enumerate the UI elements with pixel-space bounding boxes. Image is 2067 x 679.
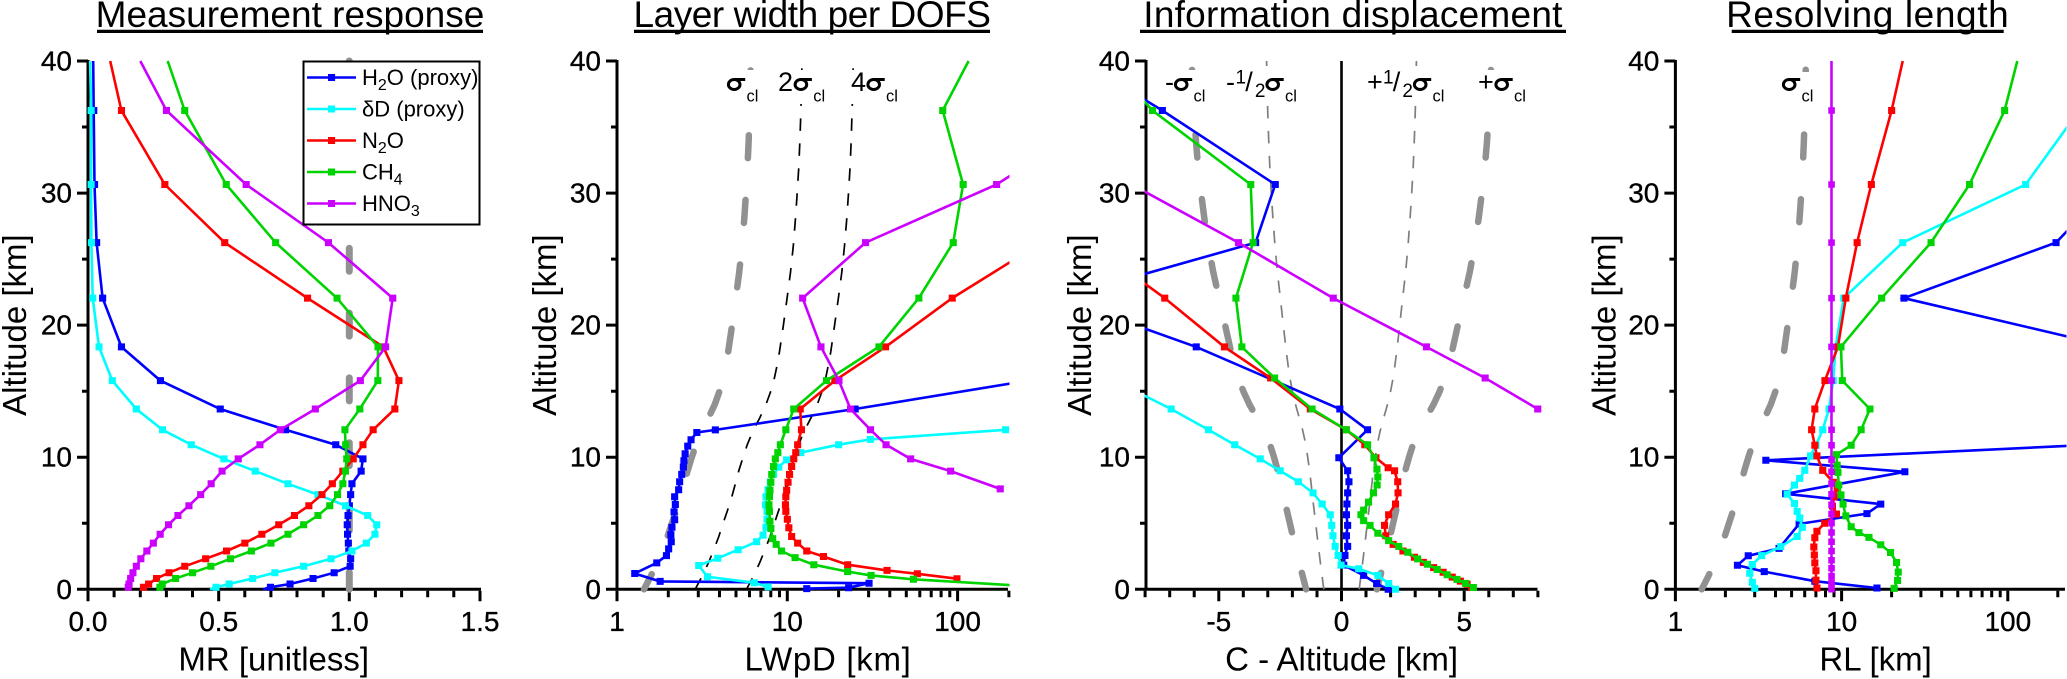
- svg-text:20: 20: [41, 310, 72, 341]
- svg-text:10: 10: [1826, 606, 1857, 637]
- svg-text:N2O: N2O: [362, 128, 404, 157]
- svg-text:Altitude [km]: Altitude [km]: [1586, 234, 1623, 416]
- svg-text:0.5: 0.5: [199, 606, 238, 637]
- svg-text:4: 4: [851, 67, 866, 97]
- svg-text:100: 100: [1984, 606, 2031, 637]
- svg-text:cl: cl: [1285, 88, 1297, 106]
- svg-text:cl: cl: [1514, 88, 1526, 106]
- svg-text:Layer width per DOFS: Layer width per DOFS: [633, 0, 990, 35]
- svg-text:cl: cl: [813, 88, 825, 106]
- svg-text:10: 10: [570, 442, 601, 473]
- svg-text:cl: cl: [1194, 88, 1206, 106]
- svg-text:40: 40: [1099, 46, 1130, 77]
- svg-text:1.0: 1.0: [330, 606, 369, 637]
- svg-text:1: 1: [1668, 606, 1684, 637]
- svg-text:2: 2: [1402, 81, 1413, 102]
- svg-text:20: 20: [1628, 310, 1659, 341]
- svg-text:40: 40: [570, 46, 601, 77]
- svg-text:1: 1: [609, 606, 625, 637]
- svg-text:30: 30: [41, 178, 72, 209]
- svg-text:cl: cl: [1433, 88, 1445, 106]
- svg-text:0: 0: [585, 574, 601, 605]
- svg-text:0: 0: [1644, 574, 1660, 605]
- svg-text:20: 20: [1099, 310, 1130, 341]
- svg-text:-: -: [1226, 67, 1235, 97]
- svg-text:10: 10: [1099, 442, 1130, 473]
- svg-text:0.0: 0.0: [69, 606, 108, 637]
- svg-text:1: 1: [1383, 68, 1394, 89]
- svg-text:20: 20: [570, 310, 601, 341]
- svg-text:2: 2: [778, 67, 793, 97]
- svg-text:Altitude [km]: Altitude [km]: [526, 234, 563, 416]
- svg-text:Information displacement: Information displacement: [1143, 0, 1563, 35]
- svg-text:1: 1: [1236, 68, 1247, 89]
- svg-text:40: 40: [41, 46, 72, 77]
- svg-text:cl: cl: [747, 88, 759, 106]
- svg-text:HNO3: HNO3: [362, 191, 420, 220]
- svg-text:+: +: [1478, 67, 1494, 97]
- svg-text:0: 0: [1334, 606, 1350, 637]
- svg-text:C - Altitude [km]: C - Altitude [km]: [1225, 641, 1458, 678]
- svg-text:+: +: [1367, 67, 1383, 97]
- svg-text:10: 10: [41, 442, 72, 473]
- svg-text:30: 30: [1099, 178, 1130, 209]
- svg-text:/: /: [1245, 67, 1253, 97]
- svg-text:δD (proxy): δD (proxy): [362, 97, 465, 122]
- svg-text:30: 30: [570, 178, 601, 209]
- svg-text:100: 100: [934, 606, 981, 637]
- svg-text:2: 2: [1255, 81, 1266, 102]
- svg-text:cl: cl: [886, 88, 898, 106]
- svg-text:Altitude [km]: Altitude [km]: [0, 234, 33, 416]
- svg-text:5: 5: [1456, 606, 1472, 637]
- svg-text:1.5: 1.5: [461, 606, 500, 637]
- svg-text:40: 40: [1628, 46, 1659, 77]
- svg-text:/: /: [1393, 67, 1401, 97]
- svg-text:10: 10: [772, 606, 803, 637]
- svg-text:RL [km]: RL [km]: [1819, 641, 1931, 678]
- svg-text:0: 0: [1114, 574, 1130, 605]
- svg-text:Measurement response: Measurement response: [96, 0, 485, 35]
- svg-text:cl: cl: [1802, 88, 1814, 106]
- svg-text:-5: -5: [1206, 606, 1231, 637]
- svg-text:0: 0: [56, 574, 72, 605]
- svg-text:Resolving length: Resolving length: [1726, 0, 2009, 35]
- svg-text:Altitude [km]: Altitude [km]: [1061, 234, 1098, 416]
- svg-text:LWpD [km]: LWpD [km]: [744, 641, 911, 678]
- svg-text:30: 30: [1628, 178, 1659, 209]
- svg-text:10: 10: [1628, 442, 1659, 473]
- svg-text:H2O (proxy): H2O (proxy): [362, 65, 478, 94]
- svg-text:-: -: [1165, 67, 1174, 97]
- svg-text:MR [unitless]: MR [unitless]: [178, 641, 369, 678]
